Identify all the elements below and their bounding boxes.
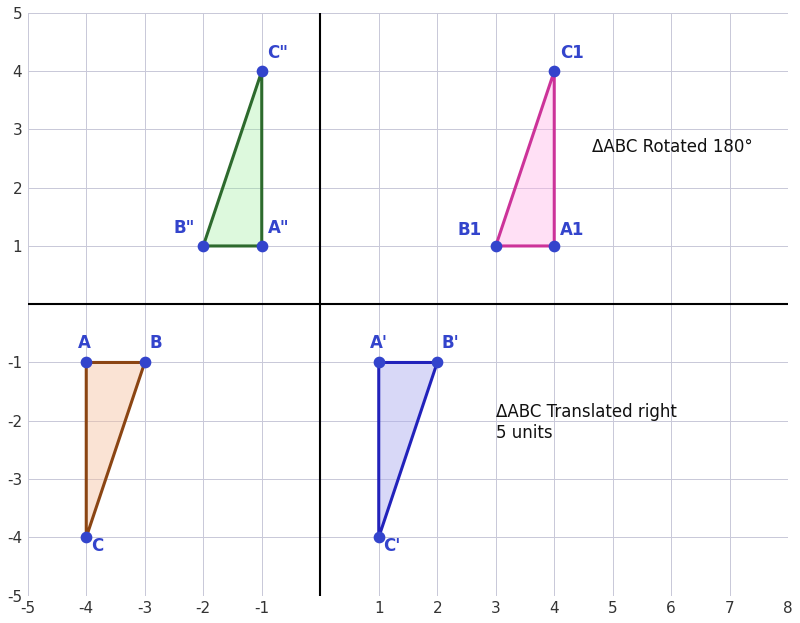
Polygon shape bbox=[203, 71, 262, 246]
Polygon shape bbox=[496, 71, 554, 246]
Point bbox=[255, 241, 268, 251]
Text: A1: A1 bbox=[560, 221, 585, 239]
Polygon shape bbox=[86, 363, 145, 537]
Text: B: B bbox=[150, 334, 162, 352]
Text: A': A' bbox=[370, 334, 388, 352]
Text: C': C' bbox=[383, 537, 401, 554]
Text: A: A bbox=[78, 334, 90, 352]
Text: A": A" bbox=[267, 219, 290, 237]
Text: C": C" bbox=[267, 44, 289, 62]
Point bbox=[548, 66, 561, 76]
Point bbox=[80, 532, 93, 542]
Polygon shape bbox=[378, 363, 438, 537]
Text: C: C bbox=[91, 537, 103, 554]
Text: ΔABC Rotated 180°: ΔABC Rotated 180° bbox=[592, 138, 753, 156]
Text: B': B' bbox=[442, 334, 460, 352]
Point bbox=[372, 532, 385, 542]
Point bbox=[197, 241, 210, 251]
Point bbox=[548, 241, 561, 251]
Point bbox=[255, 66, 268, 76]
Point bbox=[490, 241, 502, 251]
Point bbox=[138, 358, 151, 368]
Point bbox=[431, 358, 444, 368]
Text: C1: C1 bbox=[560, 44, 584, 62]
Point bbox=[80, 358, 93, 368]
Text: B": B" bbox=[174, 219, 195, 237]
Text: B1: B1 bbox=[458, 221, 482, 239]
Point bbox=[372, 358, 385, 368]
Text: ΔABC Translated right
5 units: ΔABC Translated right 5 units bbox=[496, 403, 677, 442]
